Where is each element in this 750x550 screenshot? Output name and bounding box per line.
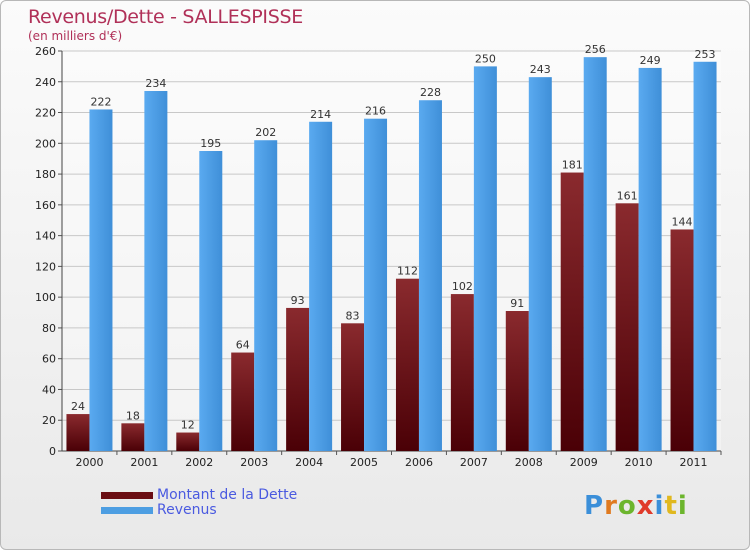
bar-revenus [528, 77, 552, 452]
proxiti-logo: Proxiti [584, 491, 688, 521]
data-label-revenus: 234 [145, 77, 166, 90]
bar-revenus [309, 121, 333, 452]
y-tick-label: 180 [35, 168, 56, 181]
x-tick-label: 2007 [460, 456, 488, 469]
x-tick-label: 2010 [625, 456, 653, 469]
legend-label-revenus: Revenus [157, 502, 217, 518]
bar-revenus [473, 66, 497, 451]
bar-dette [176, 432, 200, 451]
bar-dette [66, 414, 90, 451]
data-label-revenus: 243 [530, 63, 551, 76]
bar-dette [450, 294, 474, 451]
data-label-revenus: 256 [585, 43, 606, 56]
data-label-revenus: 216 [365, 105, 386, 118]
x-tick-label: 2004 [295, 456, 323, 469]
y-tick-label: 80 [42, 322, 56, 335]
bar-revenus [89, 109, 113, 451]
y-tick-label: 20 [42, 414, 56, 427]
data-label-revenus: 214 [310, 108, 331, 121]
data-label-dette: 12 [181, 419, 195, 432]
data-label-revenus: 222 [90, 95, 111, 108]
bar-dette [341, 323, 365, 451]
data-label-revenus: 250 [475, 52, 496, 65]
y-tick-label: 140 [35, 230, 56, 243]
legend-swatch-dette [101, 491, 153, 499]
y-tick-label: 120 [35, 260, 56, 273]
bar-dette [395, 278, 419, 451]
x-tick-label: 2000 [75, 456, 103, 469]
data-label-dette: 18 [126, 409, 140, 422]
chart-title: Revenus/Dette - SALLESPISSE [28, 6, 303, 28]
data-label-revenus: 253 [695, 48, 716, 61]
x-tick-label: 2002 [185, 456, 213, 469]
legend-swatch-revenus [101, 506, 153, 514]
bar-dette [286, 307, 310, 451]
bar-revenus [144, 91, 168, 451]
data-label-dette: 161 [617, 189, 638, 202]
x-tick-label: 2008 [515, 456, 543, 469]
y-tick-label: 40 [42, 383, 56, 396]
y-tick-label: 60 [42, 353, 56, 366]
y-tick-label: 220 [35, 107, 56, 120]
bar-revenus [254, 140, 278, 451]
data-label-dette: 181 [562, 159, 583, 172]
data-label-dette: 112 [397, 265, 418, 278]
data-label-dette: 144 [672, 215, 693, 228]
x-tick-label: 2011 [680, 456, 708, 469]
bar-dette [615, 203, 639, 451]
data-label-dette: 24 [71, 400, 85, 413]
data-label-dette: 83 [346, 309, 360, 322]
x-tick-label: 2001 [130, 456, 158, 469]
bar-revenus [583, 57, 607, 452]
data-label-dette: 102 [452, 280, 473, 293]
y-tick-label: 160 [35, 199, 56, 212]
y-tick-label: 260 [35, 45, 56, 58]
x-tick-label: 2006 [405, 456, 433, 469]
bar-dette [670, 229, 694, 451]
bar-dette [231, 352, 255, 451]
data-label-dette: 93 [291, 294, 305, 307]
bar-revenus [199, 151, 223, 451]
data-label-dette: 64 [236, 339, 250, 352]
bar-revenus [418, 100, 442, 451]
data-label-revenus: 202 [255, 126, 276, 139]
x-tick-label: 2009 [570, 456, 598, 469]
bar-dette [560, 172, 584, 452]
bar-revenus [638, 67, 662, 451]
bar-dette [505, 311, 529, 451]
bar-revenus [364, 118, 388, 451]
y-tick-label: 240 [35, 76, 56, 89]
data-label-revenus: 249 [640, 54, 661, 67]
plot-area [62, 51, 721, 451]
y-tick-label: 200 [35, 137, 56, 150]
data-label-revenus: 228 [420, 86, 441, 99]
y-tick-label: 100 [35, 291, 56, 304]
bar-revenus [693, 61, 717, 452]
chart-subtitle: (en milliers d'€) [28, 29, 123, 43]
y-tick-label: 0 [49, 445, 56, 458]
data-label-dette: 91 [510, 297, 524, 310]
x-tick-label: 2003 [240, 456, 268, 469]
legend-item-revenus: Revenus [101, 502, 217, 518]
x-tick-label: 2005 [350, 456, 378, 469]
data-label-revenus: 195 [200, 137, 221, 150]
legend-item-dette: Montant de la Dette [101, 487, 297, 503]
bar-dette [121, 423, 145, 451]
legend-label-dette: Montant de la Dette [157, 487, 298, 503]
